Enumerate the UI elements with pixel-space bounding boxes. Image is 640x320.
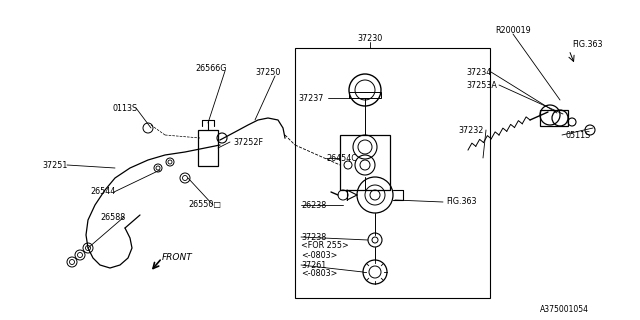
Text: 26238: 26238 xyxy=(301,201,326,210)
Bar xyxy=(340,135,390,190)
Text: 37238: 37238 xyxy=(301,233,326,242)
Text: 37253A: 37253A xyxy=(466,81,497,90)
Text: FIG.363: FIG.363 xyxy=(446,197,477,206)
Bar xyxy=(295,48,490,298)
Bar xyxy=(540,110,568,126)
Text: FRONT: FRONT xyxy=(162,253,193,262)
Text: FIG.363: FIG.363 xyxy=(572,39,602,49)
Text: 37261: 37261 xyxy=(301,260,326,269)
Text: 37252F: 37252F xyxy=(233,138,263,147)
Text: 37251: 37251 xyxy=(42,161,67,170)
Text: 26566G: 26566G xyxy=(195,63,227,73)
Bar xyxy=(198,130,218,166)
Text: 37230: 37230 xyxy=(357,34,383,43)
Text: 26454C: 26454C xyxy=(326,154,357,163)
Text: 37234: 37234 xyxy=(466,68,492,76)
Text: R200019: R200019 xyxy=(495,26,531,35)
Text: <FOR 255>: <FOR 255> xyxy=(301,242,349,251)
Text: 0113S: 0113S xyxy=(112,103,137,113)
Text: 26588: 26588 xyxy=(100,212,125,221)
Text: 37232: 37232 xyxy=(458,125,483,134)
Text: A375001054: A375001054 xyxy=(540,306,589,315)
Text: 0511S: 0511S xyxy=(565,131,590,140)
Text: 26544: 26544 xyxy=(90,188,115,196)
Bar xyxy=(349,92,381,98)
Text: 26550□: 26550□ xyxy=(188,201,221,210)
Text: 37250: 37250 xyxy=(255,68,280,76)
Text: 37237: 37237 xyxy=(298,93,323,102)
Text: <-0803>: <-0803> xyxy=(301,269,337,278)
Text: <-0803>: <-0803> xyxy=(301,251,337,260)
